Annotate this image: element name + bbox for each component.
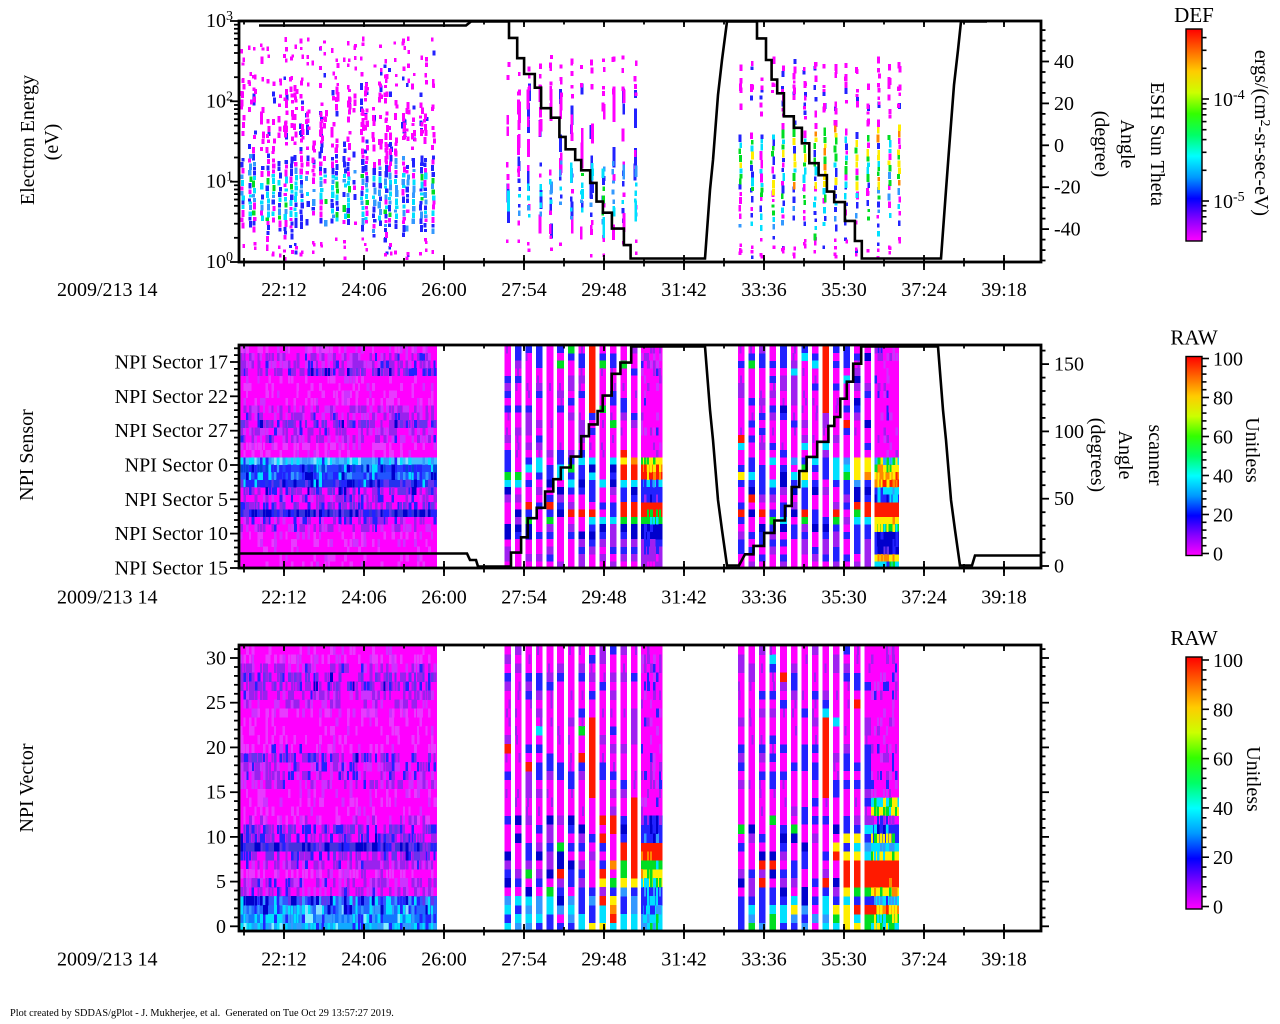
svg-text:29:48: 29:48 xyxy=(581,949,627,971)
svg-text:40: 40 xyxy=(1213,466,1233,488)
svg-text:31:42: 31:42 xyxy=(661,279,707,301)
svg-text:29:48: 29:48 xyxy=(581,279,627,301)
svg-text:33:36: 33:36 xyxy=(741,949,787,971)
svg-text:30: 30 xyxy=(206,648,226,670)
svg-text:22:12: 22:12 xyxy=(261,949,307,971)
svg-text:0: 0 xyxy=(1054,556,1064,578)
svg-text:35:30: 35:30 xyxy=(821,587,867,609)
svg-text:39:18: 39:18 xyxy=(981,587,1027,609)
svg-text:20: 20 xyxy=(206,737,226,759)
svg-text:20: 20 xyxy=(1213,505,1233,527)
svg-text:150: 150 xyxy=(1054,354,1084,376)
svg-text:Unitless: Unitless xyxy=(1241,417,1263,483)
svg-text:22:12: 22:12 xyxy=(261,279,307,301)
svg-text:(degrees): (degrees) xyxy=(1086,418,1108,492)
svg-text:2009/213 14: 2009/213 14 xyxy=(57,279,158,301)
svg-text:40: 40 xyxy=(1054,51,1074,73)
svg-text:2009/213 14: 2009/213 14 xyxy=(57,949,158,971)
svg-text:2009/213 14: 2009/213 14 xyxy=(57,587,158,609)
svg-text:22:12: 22:12 xyxy=(261,587,307,609)
svg-text:50: 50 xyxy=(1054,488,1074,510)
svg-text:NPI Vector: NPI Vector xyxy=(16,743,38,832)
svg-text:24:06: 24:06 xyxy=(341,279,387,301)
svg-text:ergs/(cm2-sr-sec-eV): ergs/(cm2-sr-sec-eV) xyxy=(1250,50,1272,216)
svg-text:35:30: 35:30 xyxy=(821,949,867,971)
svg-text:37:24: 37:24 xyxy=(901,279,947,301)
svg-text:39:18: 39:18 xyxy=(981,279,1027,301)
svg-text:26:00: 26:00 xyxy=(421,949,467,971)
svg-text:100: 100 xyxy=(1213,650,1243,672)
svg-text:Angle: Angle xyxy=(1114,431,1136,480)
svg-text:NPI Sector 27: NPI Sector 27 xyxy=(115,420,228,442)
svg-text:35:30: 35:30 xyxy=(821,279,867,301)
svg-text:100: 100 xyxy=(1054,421,1084,443)
svg-text:-40: -40 xyxy=(1054,219,1081,241)
svg-text:5: 5 xyxy=(216,871,226,893)
svg-text:33:36: 33:36 xyxy=(741,279,787,301)
svg-text:NPI Sector 0: NPI Sector 0 xyxy=(125,455,228,477)
svg-text:27:54: 27:54 xyxy=(501,587,547,609)
svg-text:27:54: 27:54 xyxy=(501,949,547,971)
svg-text:scanner: scanner xyxy=(1144,424,1166,485)
svg-text:Unitless: Unitless xyxy=(1242,746,1264,812)
svg-text:(eV): (eV) xyxy=(41,124,63,161)
svg-text:60: 60 xyxy=(1213,427,1233,449)
svg-text:33:36: 33:36 xyxy=(741,587,787,609)
svg-text:0: 0 xyxy=(1213,897,1223,919)
svg-text:Plot created by SDDAS/gPlot -: Plot created by SDDAS/gPlot - J. Mukherj… xyxy=(10,1008,394,1019)
svg-text:0: 0 xyxy=(1213,544,1223,566)
svg-text:80: 80 xyxy=(1213,388,1233,410)
svg-text:Electron Energy: Electron Energy xyxy=(17,75,39,205)
svg-text:20: 20 xyxy=(1054,93,1074,115)
svg-text:DEF: DEF xyxy=(1174,3,1214,27)
svg-text:15: 15 xyxy=(206,782,226,804)
svg-text:40: 40 xyxy=(1213,798,1233,820)
svg-text:27:54: 27:54 xyxy=(501,279,547,301)
svg-text:Angle: Angle xyxy=(1116,120,1138,169)
svg-text:NPI Sector 15: NPI Sector 15 xyxy=(115,558,228,580)
svg-text:26:00: 26:00 xyxy=(421,587,467,609)
svg-text:NPI Sector 17: NPI Sector 17 xyxy=(115,352,228,374)
svg-text:29:48: 29:48 xyxy=(581,587,627,609)
svg-text:NPI Sector 5: NPI Sector 5 xyxy=(125,489,228,511)
svg-text:25: 25 xyxy=(206,692,226,714)
svg-text:31:42: 31:42 xyxy=(661,949,707,971)
svg-text:37:24: 37:24 xyxy=(901,587,947,609)
svg-text:39:18: 39:18 xyxy=(981,949,1027,971)
svg-text:-20: -20 xyxy=(1054,177,1081,199)
svg-text:20: 20 xyxy=(1213,847,1233,869)
svg-text:80: 80 xyxy=(1213,699,1233,721)
svg-text:10: 10 xyxy=(206,826,226,848)
svg-text:60: 60 xyxy=(1213,749,1233,771)
svg-text:37:24: 37:24 xyxy=(901,949,947,971)
svg-text:24:06: 24:06 xyxy=(341,949,387,971)
svg-text:0: 0 xyxy=(1054,135,1064,157)
svg-text:0: 0 xyxy=(216,916,226,938)
svg-text:24:06: 24:06 xyxy=(341,587,387,609)
svg-text:RAW: RAW xyxy=(1170,326,1217,350)
svg-text:NPI Sensor: NPI Sensor xyxy=(16,409,38,501)
svg-text:ESH Sun Theta: ESH Sun Theta xyxy=(1146,82,1168,206)
svg-text:(degree): (degree) xyxy=(1090,111,1112,178)
svg-text:NPI Sector 22: NPI Sector 22 xyxy=(115,386,228,408)
svg-text:NPI Sector 10: NPI Sector 10 xyxy=(115,523,228,545)
svg-text:RAW: RAW xyxy=(1170,626,1217,650)
svg-text:31:42: 31:42 xyxy=(661,587,707,609)
svg-text:26:00: 26:00 xyxy=(421,279,467,301)
svg-text:100: 100 xyxy=(1213,349,1243,371)
